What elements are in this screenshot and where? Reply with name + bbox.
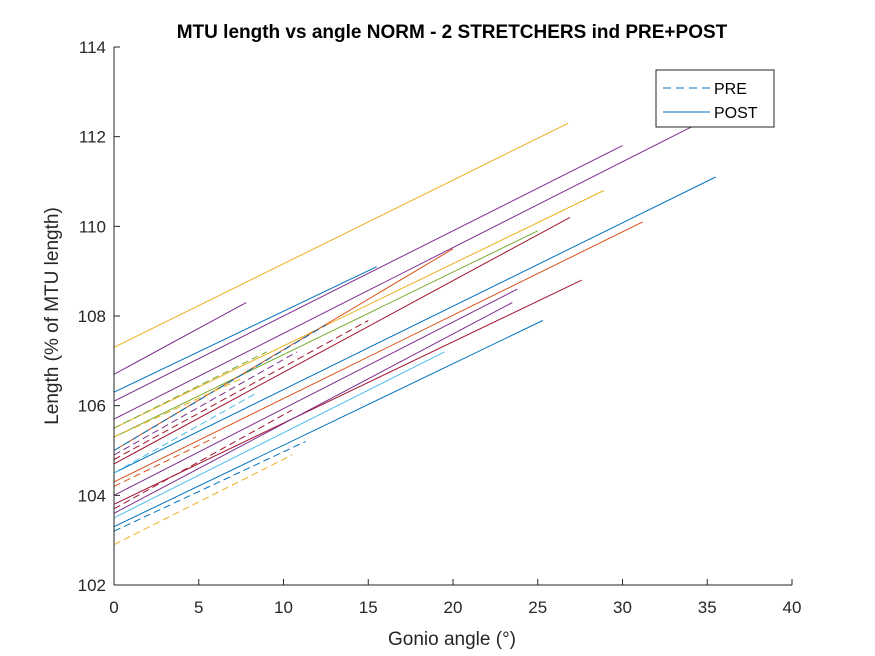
post-series-line-14	[113, 351, 445, 519]
post-series-line-8	[113, 216, 571, 465]
x-tick-label: 20	[444, 598, 463, 617]
pre-series-line-22	[113, 436, 216, 487]
y-tick-label: 102	[78, 576, 106, 595]
y-tick-label: 106	[78, 397, 106, 416]
pre-series-line-20	[113, 378, 242, 438]
post-series-line-15	[113, 320, 544, 528]
legend[interactable]: PRE POST	[655, 69, 775, 128]
post-series-line-1	[113, 302, 247, 375]
y-tick-label: 114	[79, 38, 106, 57]
pre-series-line-25	[113, 454, 293, 546]
pre-series-line-19	[113, 351, 267, 429]
x-tick-label: 35	[698, 598, 717, 617]
pre-series-line-17	[113, 351, 298, 456]
x-tick-label: 10	[274, 598, 293, 617]
pre-series-line-16	[113, 324, 327, 451]
legend-label-post: POST	[714, 105, 758, 122]
x-tick-label: 30	[613, 598, 632, 617]
legend-label-pre: PRE	[714, 81, 747, 98]
y-tick-label: 112	[79, 128, 106, 147]
y-tick-label: 104	[78, 486, 106, 505]
x-tick-label: 0	[109, 598, 118, 617]
post-series-line-12	[113, 279, 583, 505]
post-series-line-3	[113, 145, 623, 402]
post-series-line-10	[113, 221, 644, 483]
post-series-line-9	[113, 176, 716, 474]
post-series-line-5	[113, 190, 605, 429]
post-series-line-13	[113, 302, 513, 514]
plot-lines	[113, 122, 716, 546]
post-series-line-7	[113, 248, 454, 451]
y-tick-label: 110	[79, 217, 106, 236]
x-axis-ticks: 0 5 10 15 20 25 30 35 40	[109, 579, 801, 617]
post-series-line-11	[113, 288, 518, 496]
y-tick-label: 108	[78, 307, 106, 326]
chart-title: MTU length vs angle NORM - 2 STRETCHERS …	[177, 22, 728, 43]
pre-series-line-23	[113, 409, 293, 510]
x-tick-label: 40	[783, 598, 802, 617]
x-tick-label: 15	[359, 598, 378, 617]
x-tick-label: 5	[194, 598, 203, 617]
post-series-line-6	[113, 230, 539, 438]
y-axis-ticks: 102 104 106 108 110 112 114	[78, 38, 120, 595]
legend-box	[655, 69, 775, 128]
x-axis-label: Gonio angle (°)	[388, 629, 516, 650]
pre-series-line-21	[113, 391, 259, 474]
post-series-line-0	[113, 122, 569, 348]
pre-series-line-18	[113, 320, 369, 460]
pre-series-line-24	[113, 441, 306, 532]
post-series-line-2	[113, 266, 377, 393]
post-series-line-4	[113, 122, 700, 420]
x-tick-label: 25	[528, 598, 547, 617]
y-axis-label: Length (% of MTU length)	[42, 207, 63, 425]
